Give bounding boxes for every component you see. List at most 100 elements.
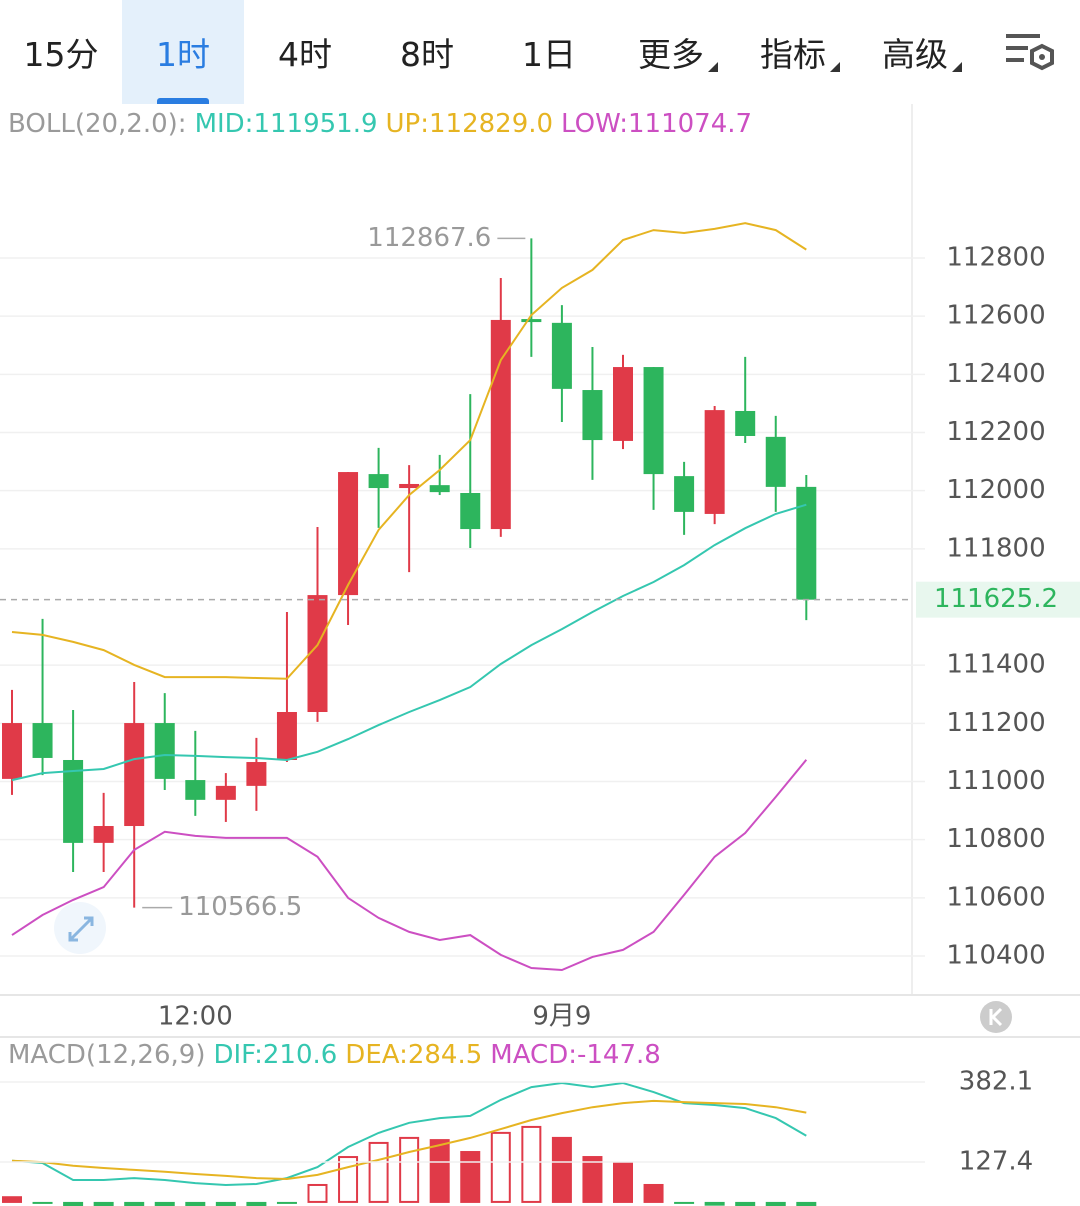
legend-entry: DEA:284.5 [345,1040,482,1070]
candle-body [765,436,786,487]
min-annotation: 110566.5 [178,892,302,922]
last-price-label: 111625.2 [934,584,1058,614]
y-tick-label: 110400 [946,941,1045,971]
macd-bar [521,1125,542,1203]
candle-body [93,826,114,843]
candle-body [704,410,725,514]
macd-bar [796,1201,817,1206]
y-tick-label: 112200 [946,417,1045,447]
x-tick-label: 12:00 [158,1002,233,1032]
macd-bar [246,1201,267,1206]
macd-bar [735,1201,756,1206]
candle-body [460,492,481,530]
macd-bar [429,1139,450,1203]
x-tick-label: 9月9 [532,1002,591,1032]
candle-body [551,322,572,389]
candle-body [735,410,756,436]
y-tick-label: 112400 [946,359,1045,389]
macd-bar [765,1201,786,1206]
candle-body [796,486,817,600]
indicator-label: BOLL(20,2.0): [8,109,187,139]
candle-body [154,723,175,779]
macd-bar [613,1162,633,1203]
y-tick-label: 111800 [946,533,1045,563]
last-price-box [916,581,1080,618]
candle-body [2,723,22,779]
tab[interactable]: 指标 [732,0,854,104]
y-tick-label: 112000 [946,475,1045,505]
macd-bar [368,1141,389,1203]
macd-bar [2,1196,22,1203]
macd-bar [32,1201,53,1204]
y-tick-label: 110800 [946,824,1045,854]
macd-bar [704,1201,725,1206]
macd-bar [490,1131,511,1203]
y-tick-label: 111000 [946,766,1045,796]
macd-bar [185,1201,206,1206]
macd-bar [154,1201,175,1206]
candle-body [582,390,603,441]
macd-bar [551,1136,572,1203]
macd-bar [124,1201,145,1206]
candle-body [399,483,420,489]
legend-entry: MACD:-147.8 [490,1040,661,1070]
legend: MACD(12,26,9) DIF:210.6 DEA:284.5 MACD:-147… [8,1040,661,1070]
timeframe-tabs: 15分 1时 4时 8时 1日 更多 指标 高级 [0,0,1080,104]
macd-bar [674,1201,695,1204]
y-tick-label: 111200 [946,708,1045,738]
tab-label: 更多 [638,35,704,74]
settings-icon[interactable] [1000,30,1060,76]
dropdown-arrow [952,62,962,72]
macd-line [11,1099,807,1181]
dropdown-arrow [830,62,840,72]
candle-body [246,762,267,786]
tab[interactable]: 更多 [610,0,732,104]
legend-entry: LOW:111074.7 [561,109,752,139]
tab[interactable]: 8时 [400,35,454,74]
tab[interactable]: 1时 [122,0,244,104]
boll-line [11,759,808,972]
macd-plot [2,1081,817,1206]
candle-body [643,367,664,475]
macd-bar [307,1183,328,1203]
tab[interactable]: 1日 [522,35,576,74]
macd-bar [582,1156,603,1203]
legend-entry: DIF:210.6 [213,1040,337,1070]
y-tick-label: 110600 [946,882,1045,912]
y-tick-label: 112600 [946,301,1045,331]
candle-body [63,759,84,843]
candle-body [185,780,206,800]
candle-body [368,474,389,489]
y-tick-label: 127.4 [959,1146,1033,1176]
macd-bar [399,1136,420,1203]
candle-body [429,485,450,493]
candle-body [613,367,633,441]
macd-bar [276,1201,297,1204]
candle-body [674,476,695,512]
y-tick-label: 111400 [946,650,1045,680]
legend: BOLL(20,2.0): MID:111951.9 UP:112829.0 LOW:… [8,109,752,139]
candle-body [124,723,145,827]
boll-line [11,222,807,680]
tab[interactable]: 15分 [23,35,99,74]
macd-bar [338,1156,359,1203]
boll-line [11,503,807,782]
tab-label: 高级 [882,35,948,74]
tab-label: 指标 [760,35,826,74]
tab[interactable]: 高级 [854,0,976,104]
indicator-label: MACD(12,26,9) [8,1040,205,1070]
y-tick-label: 112800 [946,242,1045,272]
scroll-latest-button[interactable] [980,1001,1012,1033]
expand-button[interactable] [54,902,106,954]
candle-body [307,595,328,713]
y-tick-label: 382.1 [959,1067,1033,1097]
dropdown-arrow [708,62,718,72]
macd-bar [215,1201,236,1206]
macd-bar [93,1201,114,1206]
candle-body [338,472,359,596]
max-annotation: 112867.6 [367,223,491,253]
candle-body [276,712,297,760]
tab[interactable]: 4时 [278,35,332,74]
